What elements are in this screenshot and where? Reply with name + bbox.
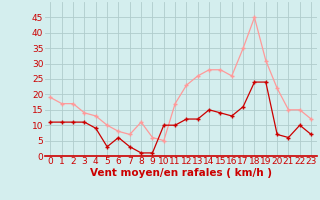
X-axis label: Vent moyen/en rafales ( km/h ): Vent moyen/en rafales ( km/h ) bbox=[90, 168, 272, 178]
